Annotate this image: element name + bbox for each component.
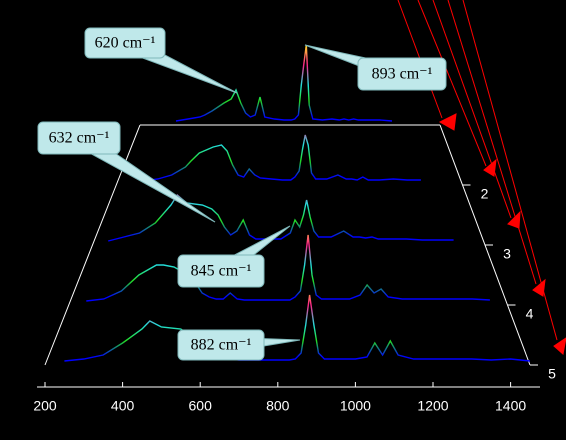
x-tick-label: 600: [189, 398, 213, 414]
red-arrows: [397, 0, 566, 355]
arrow-head: [532, 278, 546, 297]
arrow-line: [447, 0, 537, 285]
x-tick-label: 1200: [417, 398, 448, 414]
depth-tick-label: 3: [503, 246, 511, 262]
callout-label: 893 cm⁻¹: [372, 66, 433, 83]
callout-box: [84, 27, 166, 59]
arrow-line: [417, 0, 487, 167]
callout-box: [357, 57, 447, 91]
spectrum: [143, 134, 421, 182]
depth-tick-label: 5: [548, 366, 556, 382]
callout-label: 882 cm⁻¹: [191, 337, 252, 354]
spectrum: [175, 44, 393, 122]
arrow-line: [432, 0, 512, 219]
depth-tick-label: 2: [481, 186, 489, 202]
x-tick-label: 200: [33, 398, 57, 414]
x-tick-label: 800: [266, 398, 290, 414]
x-tick-label: 1000: [340, 398, 371, 414]
arrow-head: [553, 337, 566, 355]
callout-label: 620 cm⁻¹: [95, 35, 156, 52]
callout: 620 cm⁻¹: [84, 27, 238, 94]
callout-box: [177, 329, 265, 361]
arrow-head: [507, 210, 521, 229]
callout-label: 632 cm⁻¹: [49, 130, 110, 147]
callout: 632 cm⁻¹: [37, 121, 216, 223]
spectrum: [64, 294, 531, 362]
x-tick-label: 400: [111, 398, 135, 414]
arrow-head: [483, 158, 497, 177]
depth-tick-label: 4: [526, 306, 534, 322]
callout-label: 845 cm⁻¹: [191, 263, 252, 280]
callout: 882 cm⁻¹: [177, 329, 301, 361]
callout-box: [177, 254, 265, 288]
x-tick-label: 1400: [495, 398, 526, 414]
spectrum: [108, 193, 454, 242]
arrow-head: [438, 113, 457, 131]
callout: 893 cm⁻¹: [304, 44, 447, 91]
spectrum: [86, 234, 490, 302]
callout-box: [37, 121, 121, 155]
callout: 845 cm⁻¹: [177, 225, 291, 288]
